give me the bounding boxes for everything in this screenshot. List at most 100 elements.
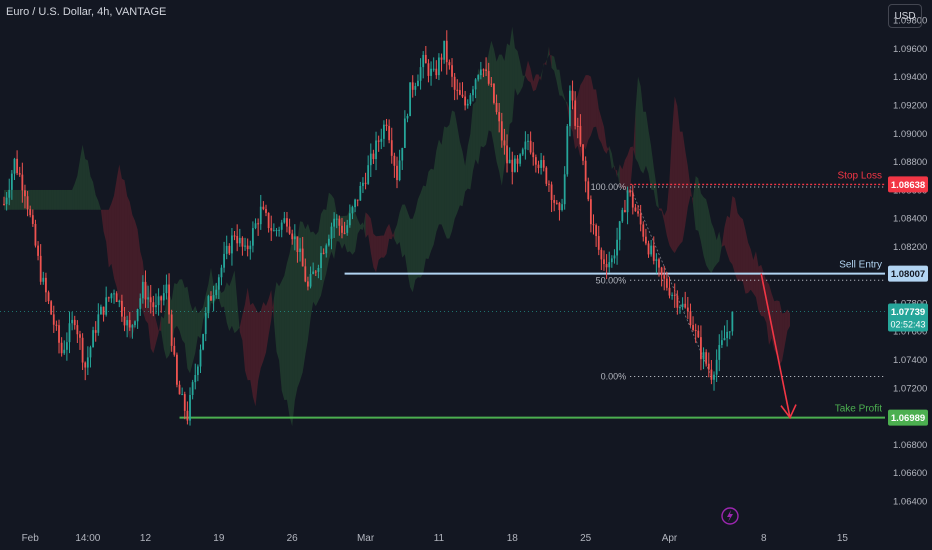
candle-body [13,158,16,174]
cloud-segment [779,301,783,366]
candle-body [626,190,629,213]
cloud-segment [32,189,36,210]
cloud-segment [373,233,377,273]
cloud-segment [431,168,434,251]
cloud-segment [331,194,335,260]
cloud-segment [457,126,460,213]
cloud-segment [93,182,96,210]
candle-body [136,309,139,322]
cloud-segment [611,153,615,170]
candle-body [550,184,553,200]
fibonacci-retracement[interactable]: 100.00% 50.00% 0.00% [591,182,885,381]
cloud-segment [404,204,408,273]
cloud-segment [116,164,120,301]
trade-levels [0,183,885,419]
cloud-segment [284,263,287,401]
candle-body [723,338,726,341]
candle-body [592,224,595,226]
candle-body [291,233,294,240]
candle-body [204,312,207,335]
x-tick-label: 19 [213,533,225,544]
candle-body [369,153,372,166]
cloud-segment [370,218,374,268]
candle-body [94,330,97,333]
cloud-segment [480,71,484,148]
cloud-segment [535,74,539,90]
candle-body [713,374,715,380]
candle-body [375,140,377,160]
cloud-segment [632,111,636,161]
cloud-segment [61,189,65,210]
candle-body [448,62,451,66]
x-tick-label: 12 [140,533,152,544]
cloud-segment [258,310,261,381]
candle-body [196,366,199,376]
candle-body [16,158,18,174]
cloud-segment [124,180,128,329]
cloud-segment [129,201,133,340]
price-axis[interactable]: 1.09800 1.09600 1.09400 1.09200 1.09000 1.088… [885,0,932,520]
y-tick-label: 1.07200 [893,383,927,394]
candle-body [689,311,692,326]
candle-body [461,94,464,97]
candle-body [39,255,42,282]
cloud-segment [66,189,70,210]
candle-body [18,173,21,175]
cloud-segment [501,54,505,186]
candle-body [71,319,74,324]
candle-body [47,292,50,302]
cloud-segment [242,303,246,371]
cloud-segment [250,302,253,397]
candle-body [199,349,202,367]
level-price-tag [888,265,928,282]
cloud-segment [603,126,607,154]
cloud-segment [119,164,122,311]
currency-button[interactable]: USD [888,4,922,28]
cloud-segment [357,219,361,234]
cloud-segment [766,280,770,346]
cloud-segment [368,214,371,253]
cloud-segment [394,224,397,245]
cloud-segment [661,208,665,222]
cloud-segment [708,210,712,273]
projection-arrow [760,273,797,420]
lightning-icon[interactable] [721,507,739,525]
cloud-segment [69,189,73,210]
candle-body [694,329,697,331]
candle-body [472,89,474,96]
candle-body [249,245,252,250]
cloud-segment [588,75,591,141]
cloud-segment [522,72,526,87]
cloud-segment [624,155,628,196]
candle-body [134,321,136,326]
candle-body [529,140,532,153]
candle-body [348,213,351,226]
candle-body [390,140,393,156]
cloud-segment [656,185,659,211]
candle-body [443,40,446,60]
candle-body [438,57,440,76]
cloud-segment [679,131,683,245]
cloud-segment [459,141,463,207]
time-axis[interactable]: Feb 14:00 12 19 26 Mar 11 18 25 Apr 8 15 [0,522,885,550]
candle-body [362,182,364,186]
cloud-segment [410,218,413,293]
cloud-segment [695,176,699,231]
candle-body [728,331,731,333]
candle-body [45,277,47,293]
cloud-segment [742,219,746,294]
cloud-segment [402,204,405,258]
cloud-segment [737,213,741,282]
cloud-segment [221,290,225,308]
cloud-segment [48,189,52,210]
candle-body [424,54,427,64]
candle-body [351,207,354,214]
candle-body [634,207,637,212]
candle-body [587,181,590,200]
cloud-segment [614,165,618,178]
candle-body [372,153,375,160]
candle-body [665,278,668,288]
candle-body [616,239,618,256]
cloud-segment [465,146,468,192]
